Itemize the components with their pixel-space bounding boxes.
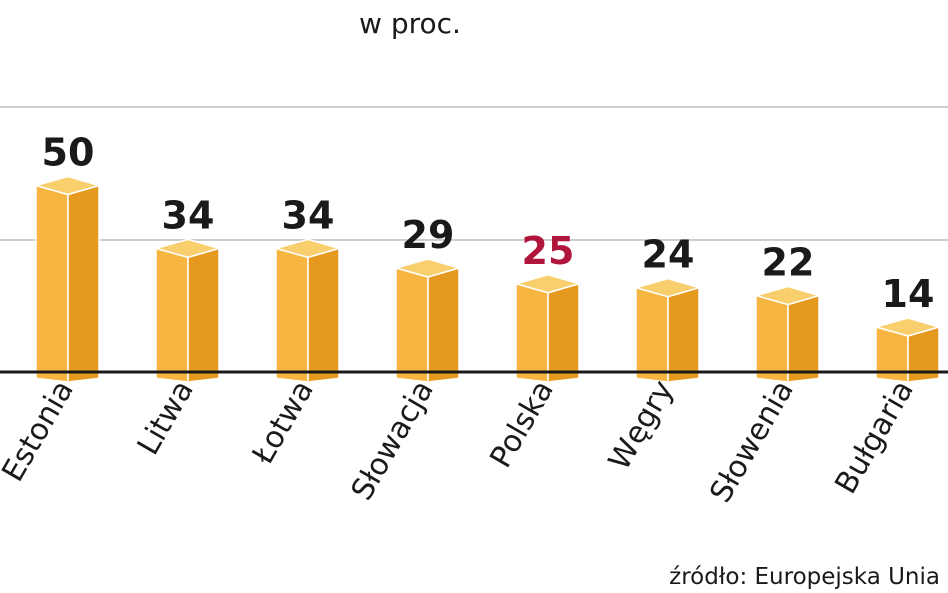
category-label: Bułgaria (828, 375, 921, 500)
bar-5 (513, 273, 582, 383)
category-label: Estonia (0, 375, 81, 488)
bar-top-face (633, 277, 702, 298)
bar-top-face (393, 258, 462, 278)
bar-top-face (753, 285, 822, 306)
bar-value-label: 34 (162, 193, 215, 237)
bar-top-face (273, 238, 342, 259)
bar-side-face (787, 294, 820, 383)
bar-top-face (513, 273, 582, 294)
bar-value-label: 50 (42, 131, 95, 175)
bar-front-face (635, 286, 669, 383)
bar-value-label: 25 (522, 229, 575, 273)
bar-front-face (515, 282, 549, 383)
bar-side-face (427, 267, 460, 383)
bar-front-face (155, 247, 189, 383)
source-note: źródło: Europejska Unia (669, 564, 940, 590)
bar-front-face (35, 184, 69, 383)
bar-side-face (667, 286, 700, 383)
bar-front-face (755, 294, 789, 383)
category-label: Węgry (602, 375, 681, 477)
bar-value-label: 29 (402, 213, 455, 257)
bar-6 (633, 277, 702, 383)
category-label: Polska (483, 375, 561, 474)
bar-side-face (187, 247, 220, 383)
bar-4 (393, 258, 462, 383)
category-labels: Estonia Litwa Łotwa Słowacja Polska Węgry Słow… (0, 375, 921, 509)
bar-3 (273, 238, 342, 383)
category-label: Litwa (131, 375, 201, 462)
bar-side-face (67, 184, 100, 383)
bar-side-face (547, 282, 580, 383)
bar-1 (33, 175, 102, 383)
bar-front-face (275, 247, 309, 383)
bar-value-label: 14 (882, 272, 935, 316)
category-label: Słowacja (345, 375, 441, 507)
category-label: Słowenia (703, 375, 801, 509)
chart-subtitle: w proc. (359, 7, 461, 40)
bar-side-face (307, 247, 340, 383)
bar-value-label: 24 (642, 233, 695, 277)
bar-7 (753, 285, 822, 383)
bar-top-face (873, 317, 942, 337)
bar-top-face (33, 175, 102, 196)
category-label: Łotwa (245, 375, 321, 471)
bars-group: 50 34 34 29 25 24 22 14 (33, 131, 942, 383)
bar-value-label: 34 (282, 193, 335, 237)
bar-value-label: 22 (762, 241, 815, 285)
bar-8 (873, 317, 942, 383)
bar-2 (153, 238, 222, 383)
bar-top-face (153, 238, 222, 259)
bar-front-face (395, 267, 429, 383)
